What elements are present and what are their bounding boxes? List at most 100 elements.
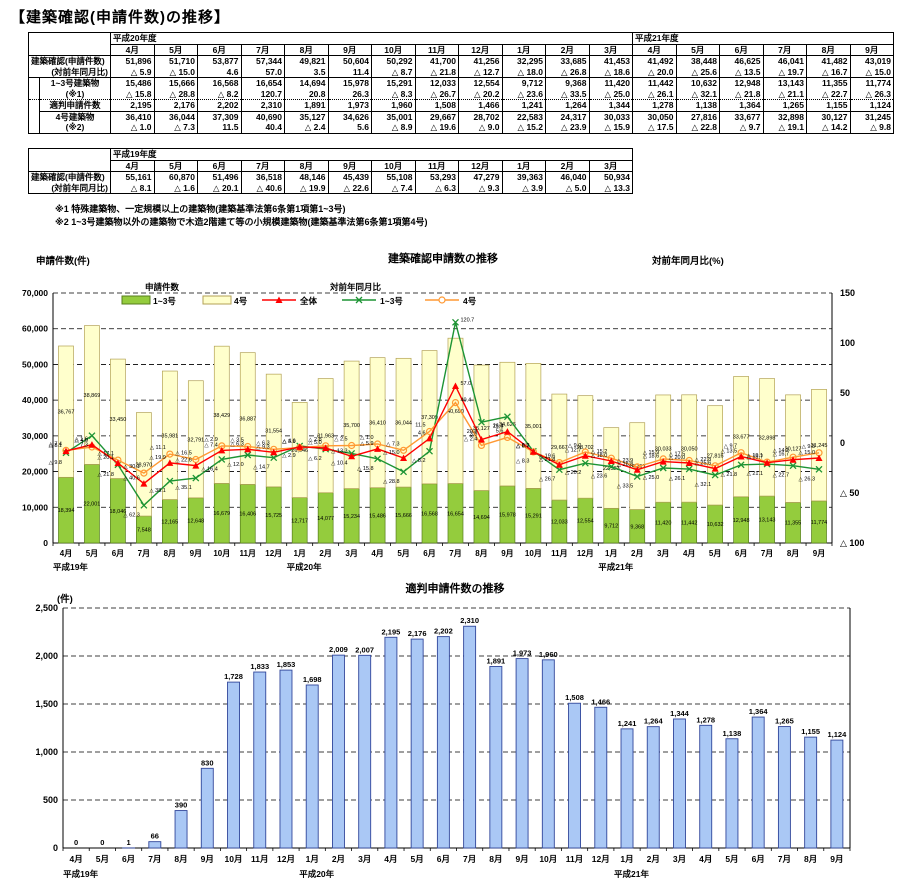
svg-text:40,000: 40,000 [22,395,48,405]
table-row: (対前年同月比) △ 8.1 △ 1.6 △ 20.1 △ 40.6 △ 19.9 △ 22… [28,182,633,194]
table-cell: △ 18.0 [501,66,546,78]
svg-text:6月: 6月 [122,854,135,864]
table-cell: △ 8.9 [371,122,416,134]
table-cell: 11.5 [197,122,242,134]
table-cell: 10,632 [675,77,720,89]
svg-text:1,973: 1,973 [513,649,532,658]
table-cell: △ 22.7 [806,88,851,100]
table-cell: 29,667 [414,110,459,122]
svg-text:△ 15.0: △ 15.0 [799,450,815,456]
month-header-row: 4月 5月 6月 7月 8月 9月 10月 11月 12月 1月 2月 3月 [29,159,633,172]
svg-text:9月: 9月 [190,549,202,558]
table-cell: △ 1.0 [110,122,155,134]
chart1-title: 建築確認申請数の推移 [388,251,498,265]
legend-lines-title: 対前年同月比 [329,282,382,292]
table-cell: 1,466 [458,99,503,112]
svg-text:10,000: 10,000 [22,502,48,512]
table-cell: 46,625 [719,55,764,67]
table-cell: 30,033 [588,110,633,122]
month-header: 11月 [414,159,459,172]
table-cell: 2,176 [153,99,198,112]
table-cell: 55,161 [110,171,155,183]
svg-text:△ 17.1: △ 17.1 [97,451,113,457]
table-cell: 53,293 [414,171,459,183]
table-row: 1~3号建築物 15,486 15,666 16,568 16,654 14,694 15,… [28,77,894,89]
table-cell: △ 21.1 [762,88,807,100]
svg-text:2,000: 2,000 [35,651,58,661]
svg-text:500: 500 [43,795,58,805]
svg-text:1~3号: 1~3号 [380,296,403,306]
table-cell: 51,896 [110,55,155,67]
svg-text:△ 12.0: △ 12.0 [227,462,243,468]
svg-text:11.4: 11.4 [493,424,503,430]
svg-text:1,138: 1,138 [723,729,742,738]
svg-text:0: 0 [53,843,58,853]
table-cell: △ 21.8 [719,88,764,100]
table-cell: 43,019 [849,55,894,67]
svg-text:2月: 2月 [319,549,331,558]
svg-text:4月: 4月 [683,549,695,558]
svg-text:2月: 2月 [332,854,345,864]
table-row: 建築確認(申請件数) 55,161 60,870 51,496 36,518 48,146… [28,171,633,183]
table-cell: △ 28.8 [153,88,198,100]
svg-text:△ 38.1: △ 38.1 [149,488,165,494]
svg-text:4.6: 4.6 [418,430,426,436]
svg-text:△ 32.1: △ 32.1 [695,482,711,488]
svg-text:30,127: 30,127 [785,447,802,453]
svg-text:38,869: 38,869 [84,393,101,399]
row-label: 適判申請件数 [39,99,111,112]
svg-text:15,666: 15,666 [395,513,412,519]
table-cell: 37,309 [197,110,242,122]
svg-text:32,791: 32,791 [187,437,204,443]
svg-text:36,767: 36,767 [58,410,75,416]
svg-text:△ 16.7: △ 16.7 [773,452,789,458]
table-cell: △ 19.6 [414,122,459,134]
svg-text:△ 8.9: △ 8.9 [516,443,529,449]
svg-text:全体: 全体 [299,296,318,306]
svg-text:3月: 3月 [345,549,357,558]
table-cell: △ 25.0 [588,88,633,100]
chart2-title: 適判申請件数の推移 [406,581,505,595]
table-cell: △ 9.7 [719,122,764,134]
table-cell: △ 20.0 [632,66,677,78]
svg-text:16,568: 16,568 [421,511,438,517]
table-cell: 1,344 [588,99,633,112]
table-cell: △ 26.1 [632,88,677,100]
svg-text:△ 8.2: △ 8.2 [412,458,425,464]
row-label: 建築確認(申請件数) [28,171,111,183]
table-cell: 3.5 [284,66,329,78]
svg-text:△ 26.8: △ 26.8 [617,462,633,468]
svg-text:9月: 9月 [830,854,843,864]
table-cell: 1,241 [501,99,546,112]
svg-text:△ 9.7: △ 9.7 [724,444,737,450]
table-cell: △ 40.6 [240,182,285,194]
month-header: 1月 [501,159,546,172]
svg-text:16,654: 16,654 [447,511,464,517]
svg-text:66: 66 [151,832,159,841]
svg-text:15,978: 15,978 [499,512,516,518]
table-cell: △ 15.2 [501,122,546,134]
table-cell: 1,973 [327,99,372,112]
table-cell: △ 26.8 [545,66,590,78]
year-header-row: 平成20年度 平成21年度 [28,32,894,56]
table-cell: △ 18.6 [588,66,633,78]
svg-text:9,712: 9,712 [604,524,618,530]
table-cell: △ 25.6 [675,66,720,78]
table-cell: 36,044 [153,110,198,122]
svg-text:7,548: 7,548 [137,528,151,534]
svg-text:18,046: 18,046 [110,509,127,515]
footnote-2: ※2 1~3号建築物以外の建築物で木造2階建て等の小規模建築物(建築基準法第6条… [55,217,428,227]
svg-text:△ 50: △ 50 [840,488,859,498]
svg-text:△ 20.2: △ 20.2 [565,470,581,476]
svg-text:33,677: 33,677 [733,435,750,441]
table-cell: 16,654 [240,77,285,89]
table-cell: △ 15.0 [153,66,198,78]
table-cell: 12,948 [719,77,764,89]
table-cell: △ 1.6 [153,182,198,194]
table-cell: 31,245 [849,110,894,122]
table-cell: 2,310 [240,99,285,112]
svg-text:12月: 12月 [277,854,295,864]
table-cell: △ 26.7 [414,88,459,100]
svg-text:1,278: 1,278 [696,715,715,724]
month-header: 9月 [849,43,894,56]
